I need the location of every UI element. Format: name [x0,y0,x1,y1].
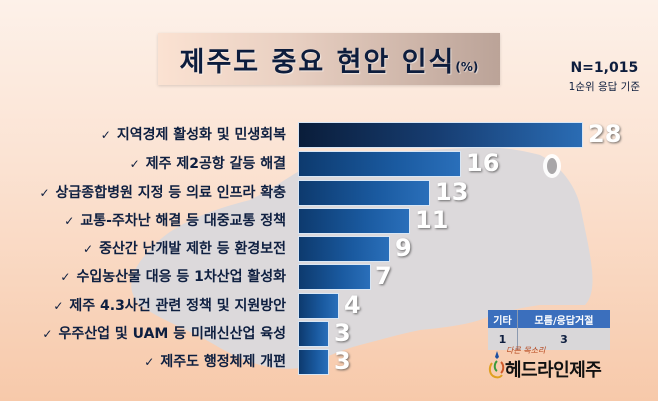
value-other: 1 [488,328,518,350]
category-label: ✓ 상급종합병원 지정 등 의료 인프라 확충 [39,185,286,201]
headline-jeju-logo: 다른 목소리 헤드라인제주 [488,345,618,389]
check-icon: ✓ [39,186,50,200]
chart-row: ✓ 중산간 난개발 제한 등 환경보전 9 [0,234,658,262]
value-label: 9 [395,234,412,262]
value-unknown: 3 [516,328,610,350]
check-icon: ✓ [42,327,53,341]
sample-info: N=1,015 1순위 응답 기준 [569,60,640,94]
chart-row: ✓ 수입농산물 대응 등 1차산업 활성화 7 [0,262,658,290]
value-label: 13 [435,178,469,206]
bar [298,321,329,347]
chart-title: 제주도 중요 현안 인식(%) [179,46,479,78]
check-icon: ✓ [64,214,75,228]
chart-row: ✓ 제주 제2공항 갈등 해결 16 [0,149,658,177]
category-label: ✓ 제주도 행정체제 개편 [144,354,286,370]
logo-slogan: 다른 목소리 [506,346,546,355]
bar [298,122,583,148]
header-unknown: 모름/응답거절 [516,310,610,328]
category-label: ✓ 중산간 난개발 제한 등 환경보전 [83,241,286,257]
bar [298,349,329,375]
category-label: ✓ 교통-주차난 해결 등 대중교통 정책 [64,213,286,229]
category-label: ✓ 지역경제 활성화 및 민생회복 [100,127,286,143]
value-label: 4 [344,291,361,319]
chart-row: ✓ 지역경제 활성화 및 민생회복 28 [0,120,658,148]
value-label: 28 [588,120,622,148]
chart-row: ✓ 제주 4.3사건 관련 정책 및 지원방안 4 [0,291,658,319]
category-label: ✓ 우주산업 및 UAM 등 미래신산업 육성 [42,326,286,342]
bar [298,180,430,206]
check-icon: ✓ [100,128,111,142]
response-basis: 1순위 응답 기준 [568,81,640,93]
bar [298,236,390,262]
check-icon: ✓ [129,157,140,171]
check-icon: ✓ [83,242,94,256]
check-icon: ✓ [60,270,71,284]
chart-row: ✓ 교통-주차난 해결 등 대중교통 정책 11 [0,206,658,234]
check-icon: ✓ [53,299,64,313]
category-label: ✓ 수입농산물 대응 등 1차산업 활성화 [60,269,286,285]
bar [298,151,461,177]
category-label: ✓ 제주 제2공항 갈등 해결 [129,156,286,172]
title-banner: 제주도 중요 현안 인식(%) [158,33,500,85]
logo-mark-icon [488,351,505,379]
logo-name: 헤드라인제주 [505,360,602,381]
value-label: 7 [375,262,392,290]
value-label: 3 [334,319,351,347]
chart-row: ✓ 상급종합병원 지정 등 의료 인프라 확충 13 [0,178,658,206]
bar [298,264,371,290]
value-label: 11 [415,206,449,234]
chart-row: ✓ 제주도 행정체제 개편 3 [0,347,658,375]
category-label: ✓ 제주 4.3사건 관련 정책 및 지원방안 [53,298,286,314]
bar [298,208,410,234]
check-icon: ✓ [144,355,155,369]
sample-size: N=1,015 [570,60,639,76]
chart-row: ✓ 우주산업 및 UAM 등 미래신산업 육성 3 [0,319,658,347]
header-other: 기타 [488,310,518,328]
value-label: 3 [334,347,351,375]
bar [298,293,339,319]
other-responses-table: 기타 모름/응답거절 1 3 [488,310,610,350]
title-unit: (%) [455,59,479,74]
value-label: 16 [466,149,500,177]
